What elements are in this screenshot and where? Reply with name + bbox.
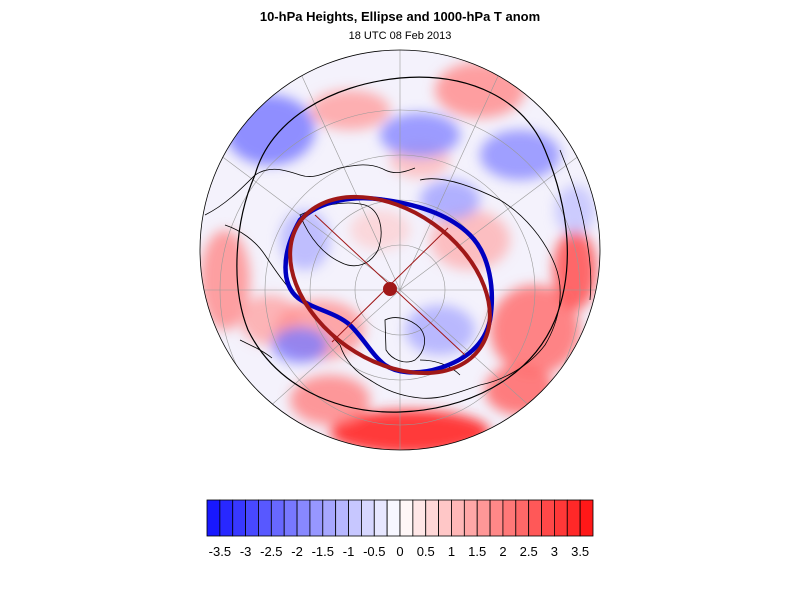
colorbar-tick-label: -2 [291, 544, 303, 559]
colorbar-swatch [528, 499, 542, 537]
colorbar-swatch [283, 499, 298, 537]
colorbar-swatch [348, 499, 362, 537]
colorbar-swatch [554, 499, 568, 537]
colorbar-swatch [360, 499, 375, 537]
colorbar-swatch [463, 499, 478, 537]
colorbar-swatch [373, 499, 388, 537]
colorbar-swatch [309, 499, 324, 537]
vortex-contour [283, 195, 495, 375]
colorbar-tick-label: -3.5 [209, 544, 231, 559]
colorbar-swatch [386, 499, 401, 537]
coastlines [204, 149, 592, 399]
vortex-ellipse [288, 194, 492, 376]
colorbar-swatch [206, 499, 221, 537]
colorbar-tick-label: 0.5 [417, 544, 435, 559]
colorbar-tick-label: 1.5 [468, 544, 486, 559]
chart-title: 10-hPa Heights, Ellipse and 1000-hPa T a… [259, 9, 541, 24]
colorbar-swatch [232, 499, 247, 537]
colorbar-swatch [335, 499, 349, 537]
colorbar-swatch [515, 499, 530, 537]
colorbar-tick-label: 2.5 [520, 544, 538, 559]
latitude-boundary [236, 76, 568, 413]
colorbar-tick-label: -2.5 [260, 544, 282, 559]
colorbar-swatch [489, 499, 504, 537]
colorbar-swatch [541, 499, 555, 537]
colorbar-swatch [296, 499, 311, 537]
colorbar-swatch [579, 499, 594, 537]
colorbar-swatch [566, 499, 581, 537]
colorbar-swatch [438, 499, 452, 537]
colorbar-swatch [258, 499, 272, 537]
colorbar-tick-label: 3.5 [571, 544, 589, 559]
globe-outline [199, 49, 601, 451]
colorbar-swatch [425, 499, 440, 537]
colorbar-swatch [502, 499, 517, 537]
colorbar-tick-label: 2 [499, 544, 506, 559]
colorbar-tick-label: -1.5 [312, 544, 334, 559]
anomaly-field [200, 50, 600, 450]
colorbar-swatch [270, 499, 285, 537]
colorbar-tick-label: -3 [240, 544, 252, 559]
colorbar-swatch [219, 499, 234, 537]
colorbar-tick-label: 3 [551, 544, 558, 559]
colorbar-swatch [412, 499, 427, 537]
chart-subtitle: 18 UTC 08 Feb 2013 [348, 30, 452, 42]
colorbar-swatch [476, 499, 491, 537]
colorbar-tick-label: 1 [448, 544, 455, 559]
colorbar-tick-label: -1 [343, 544, 355, 559]
colorbar-swatch [399, 499, 414, 537]
colorbar-tick-label: 0 [396, 544, 403, 559]
colorbar-swatch [451, 499, 465, 537]
colorbar-swatch [322, 499, 337, 537]
colorbar-swatch [245, 499, 259, 537]
colorbar-tick-label: -0.5 [363, 544, 385, 559]
